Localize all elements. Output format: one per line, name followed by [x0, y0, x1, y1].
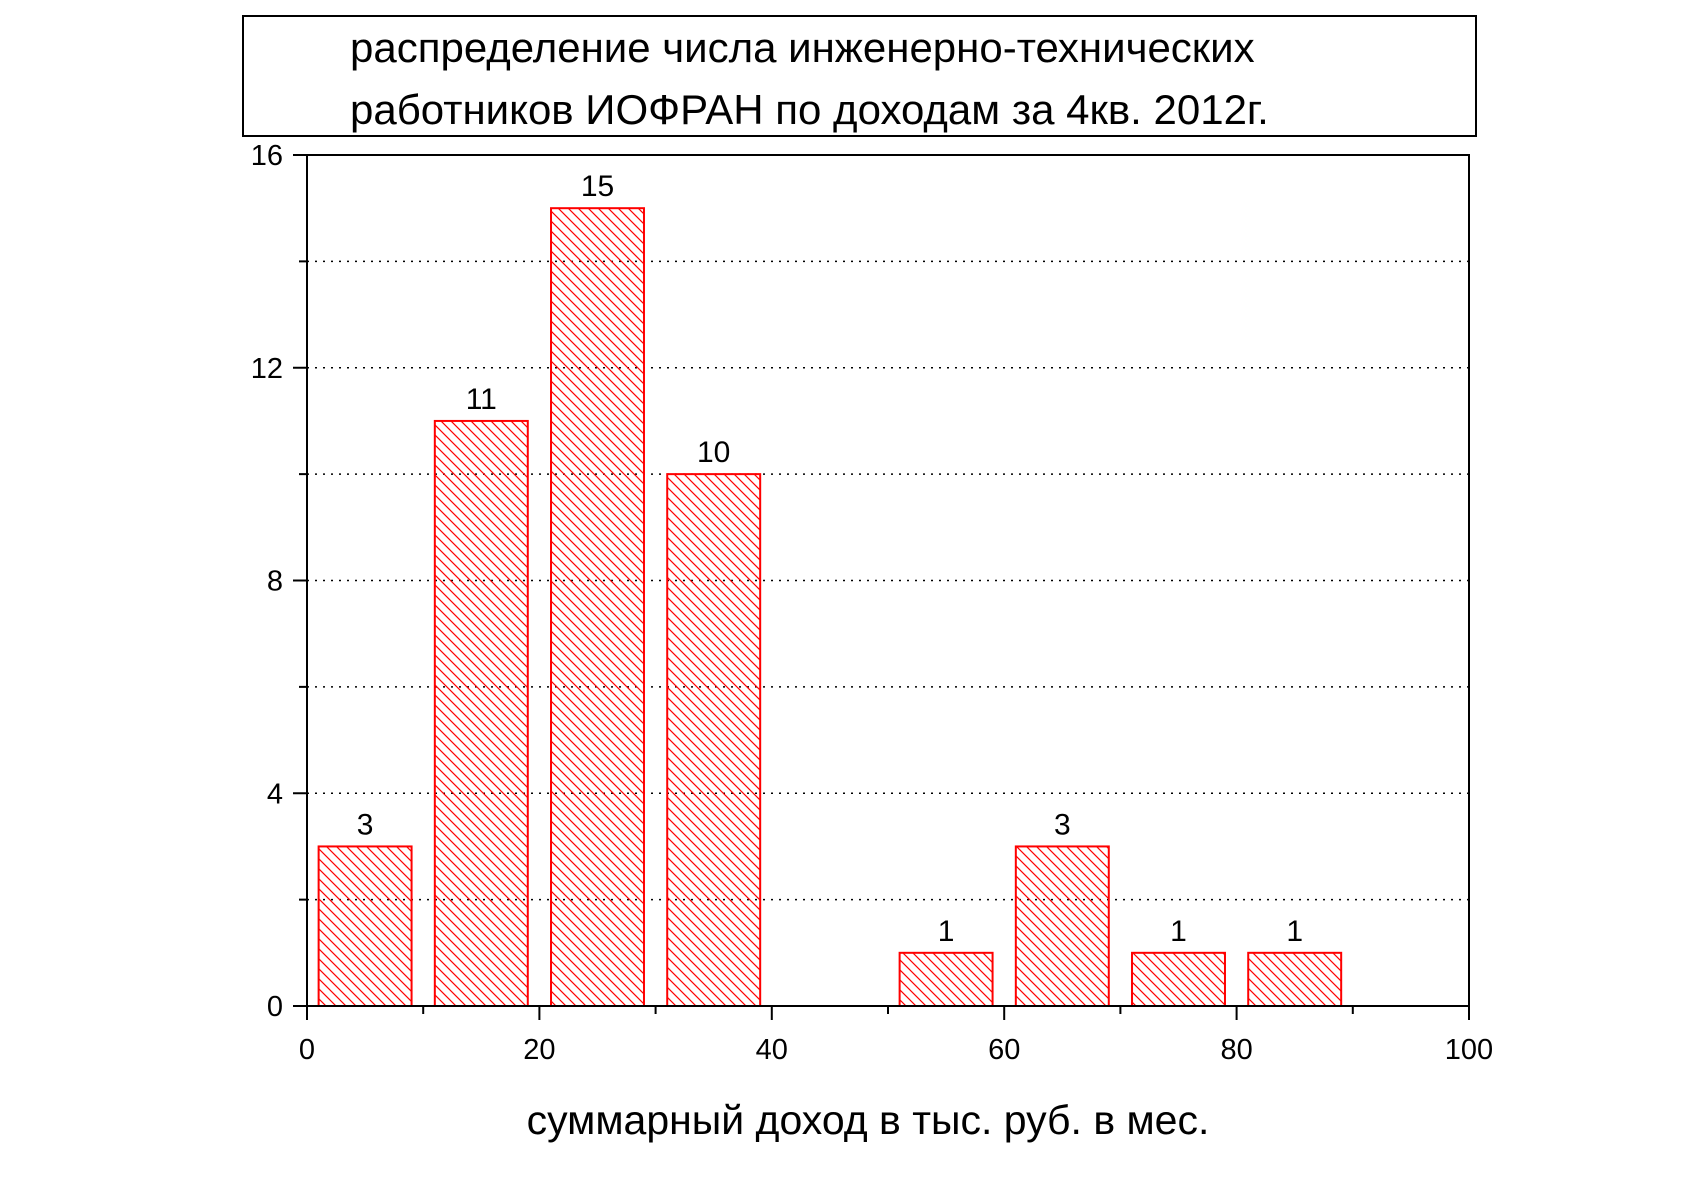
chart-title-line-1: распределение числа инженерно-технически…: [350, 24, 1255, 71]
x-tick-label: 60: [988, 1034, 1020, 1066]
x-tick-label: 0: [299, 1034, 315, 1066]
bar-value-label: 3: [357, 808, 374, 841]
x-tick-label: 40: [756, 1034, 788, 1066]
bar: [550, 207, 645, 1007]
bar: [317, 845, 413, 1007]
bar: [898, 951, 994, 1007]
y-tick-label: 16: [251, 140, 283, 172]
bar-value-label: 1: [1170, 915, 1187, 948]
x-axis-label: суммарный доход в тыс. руб. в мес.: [527, 1097, 1210, 1143]
bar: [433, 419, 529, 1007]
x-tick-label: 20: [523, 1034, 555, 1066]
bar-value-label: 10: [697, 436, 730, 469]
chart-title-line-2: работников ИОФРАН по доходам за 4кв. 201…: [350, 86, 1269, 133]
x-tick-label: 80: [1220, 1034, 1252, 1066]
y-tick-label: 0: [267, 991, 283, 1023]
y-tick-label: 12: [251, 353, 283, 385]
bar: [1247, 951, 1343, 1007]
bar-value-label: 11: [466, 383, 497, 416]
x-tick-label: 100: [1445, 1034, 1493, 1066]
bar-value-label: 1: [938, 915, 955, 948]
bar: [666, 473, 762, 1007]
bar-value-label: 3: [1054, 808, 1071, 841]
x-axis: 0 20 40 60 80 100: [299, 1006, 1493, 1066]
y-tick-label: 8: [267, 566, 283, 598]
bar: [1014, 845, 1110, 1007]
title-box: [242, 15, 1477, 137]
bar-value-label: 1: [1286, 915, 1303, 948]
y-axis: 0 4 8 12 16: [251, 140, 307, 1023]
bars: [317, 207, 1343, 1007]
bar-value-label: 15: [581, 170, 614, 203]
y-tick-label: 4: [267, 778, 283, 810]
bar: [1131, 951, 1226, 1007]
